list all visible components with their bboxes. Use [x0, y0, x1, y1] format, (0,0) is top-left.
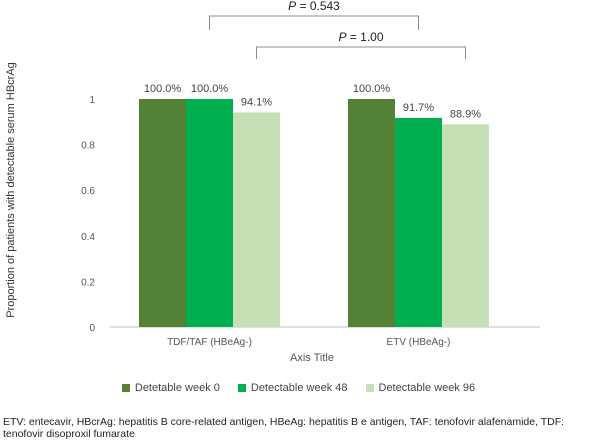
- data-labels-layer: 100.0% 100.0% 94.1% 100.0% 91.7% 88.9%: [144, 83, 481, 120]
- legend-label: Detectable week 48: [250, 382, 348, 394]
- y-tick-label: 0: [89, 323, 95, 334]
- bracket-line: [256, 46, 466, 59]
- bar: [233, 112, 280, 328]
- bar: [442, 124, 489, 327]
- p-value-annotation: P = 1.00: [338, 30, 383, 44]
- bar: [186, 99, 233, 327]
- bars-layer: [139, 99, 489, 328]
- legend-item: Detectable week 48: [237, 382, 348, 394]
- p-symbol: P: [288, 0, 296, 13]
- legend-swatch: [237, 384, 246, 392]
- data-label: 94.1%: [241, 96, 272, 108]
- data-label: 100.0%: [191, 83, 229, 95]
- p-value: = 1.00: [346, 30, 383, 44]
- y-tick-label: 0.8: [81, 141, 95, 152]
- y-tick-label: 1: [89, 95, 95, 106]
- data-label: 91.7%: [403, 102, 434, 114]
- bar: [395, 117, 442, 327]
- p-value-annotation: P = 0.543: [288, 0, 340, 13]
- legend-label: Detectable week 96: [378, 382, 476, 394]
- bracket-line: [209, 15, 419, 30]
- legend-label: Detetable week 0: [134, 382, 220, 394]
- y-tick-label: 0.2: [81, 277, 95, 288]
- p-symbol: P: [338, 30, 346, 44]
- chart-legend: Detetable week 0 Detectable week 48 Detect…: [0, 382, 597, 394]
- legend-item: Detectable week 96: [365, 382, 476, 394]
- bar: [348, 99, 395, 327]
- data-label: 88.9%: [450, 108, 481, 120]
- y-tick-label: 0.4: [81, 232, 95, 243]
- legend-item: Detetable week 0: [121, 382, 220, 394]
- bar-chart: 0 0.2 0.4 0.6 0.8 1 TDF/TAF (HBeAg-) ETV (HBeAg…: [5, 0, 540, 364]
- figure-footnote: ETV: entecavir, HBcrAg: hepatitis B core…: [3, 416, 565, 440]
- legend-swatch: [365, 384, 374, 392]
- data-label: 100.0%: [144, 83, 182, 95]
- data-label: 100.0%: [353, 83, 391, 95]
- p-value: = 0.543: [296, 0, 340, 13]
- x-tick-label: TDF/TAF (HBeAg-): [167, 337, 252, 348]
- legend-swatch: [121, 384, 130, 392]
- bar: [139, 99, 186, 327]
- y-tick-label: 0.6: [81, 186, 95, 197]
- x-tick-label: ETV (HBeAg-): [387, 337, 451, 348]
- x-axis-title: Axis Title: [290, 352, 334, 364]
- y-axis-title: Proportion of patients with detectable s…: [5, 62, 17, 318]
